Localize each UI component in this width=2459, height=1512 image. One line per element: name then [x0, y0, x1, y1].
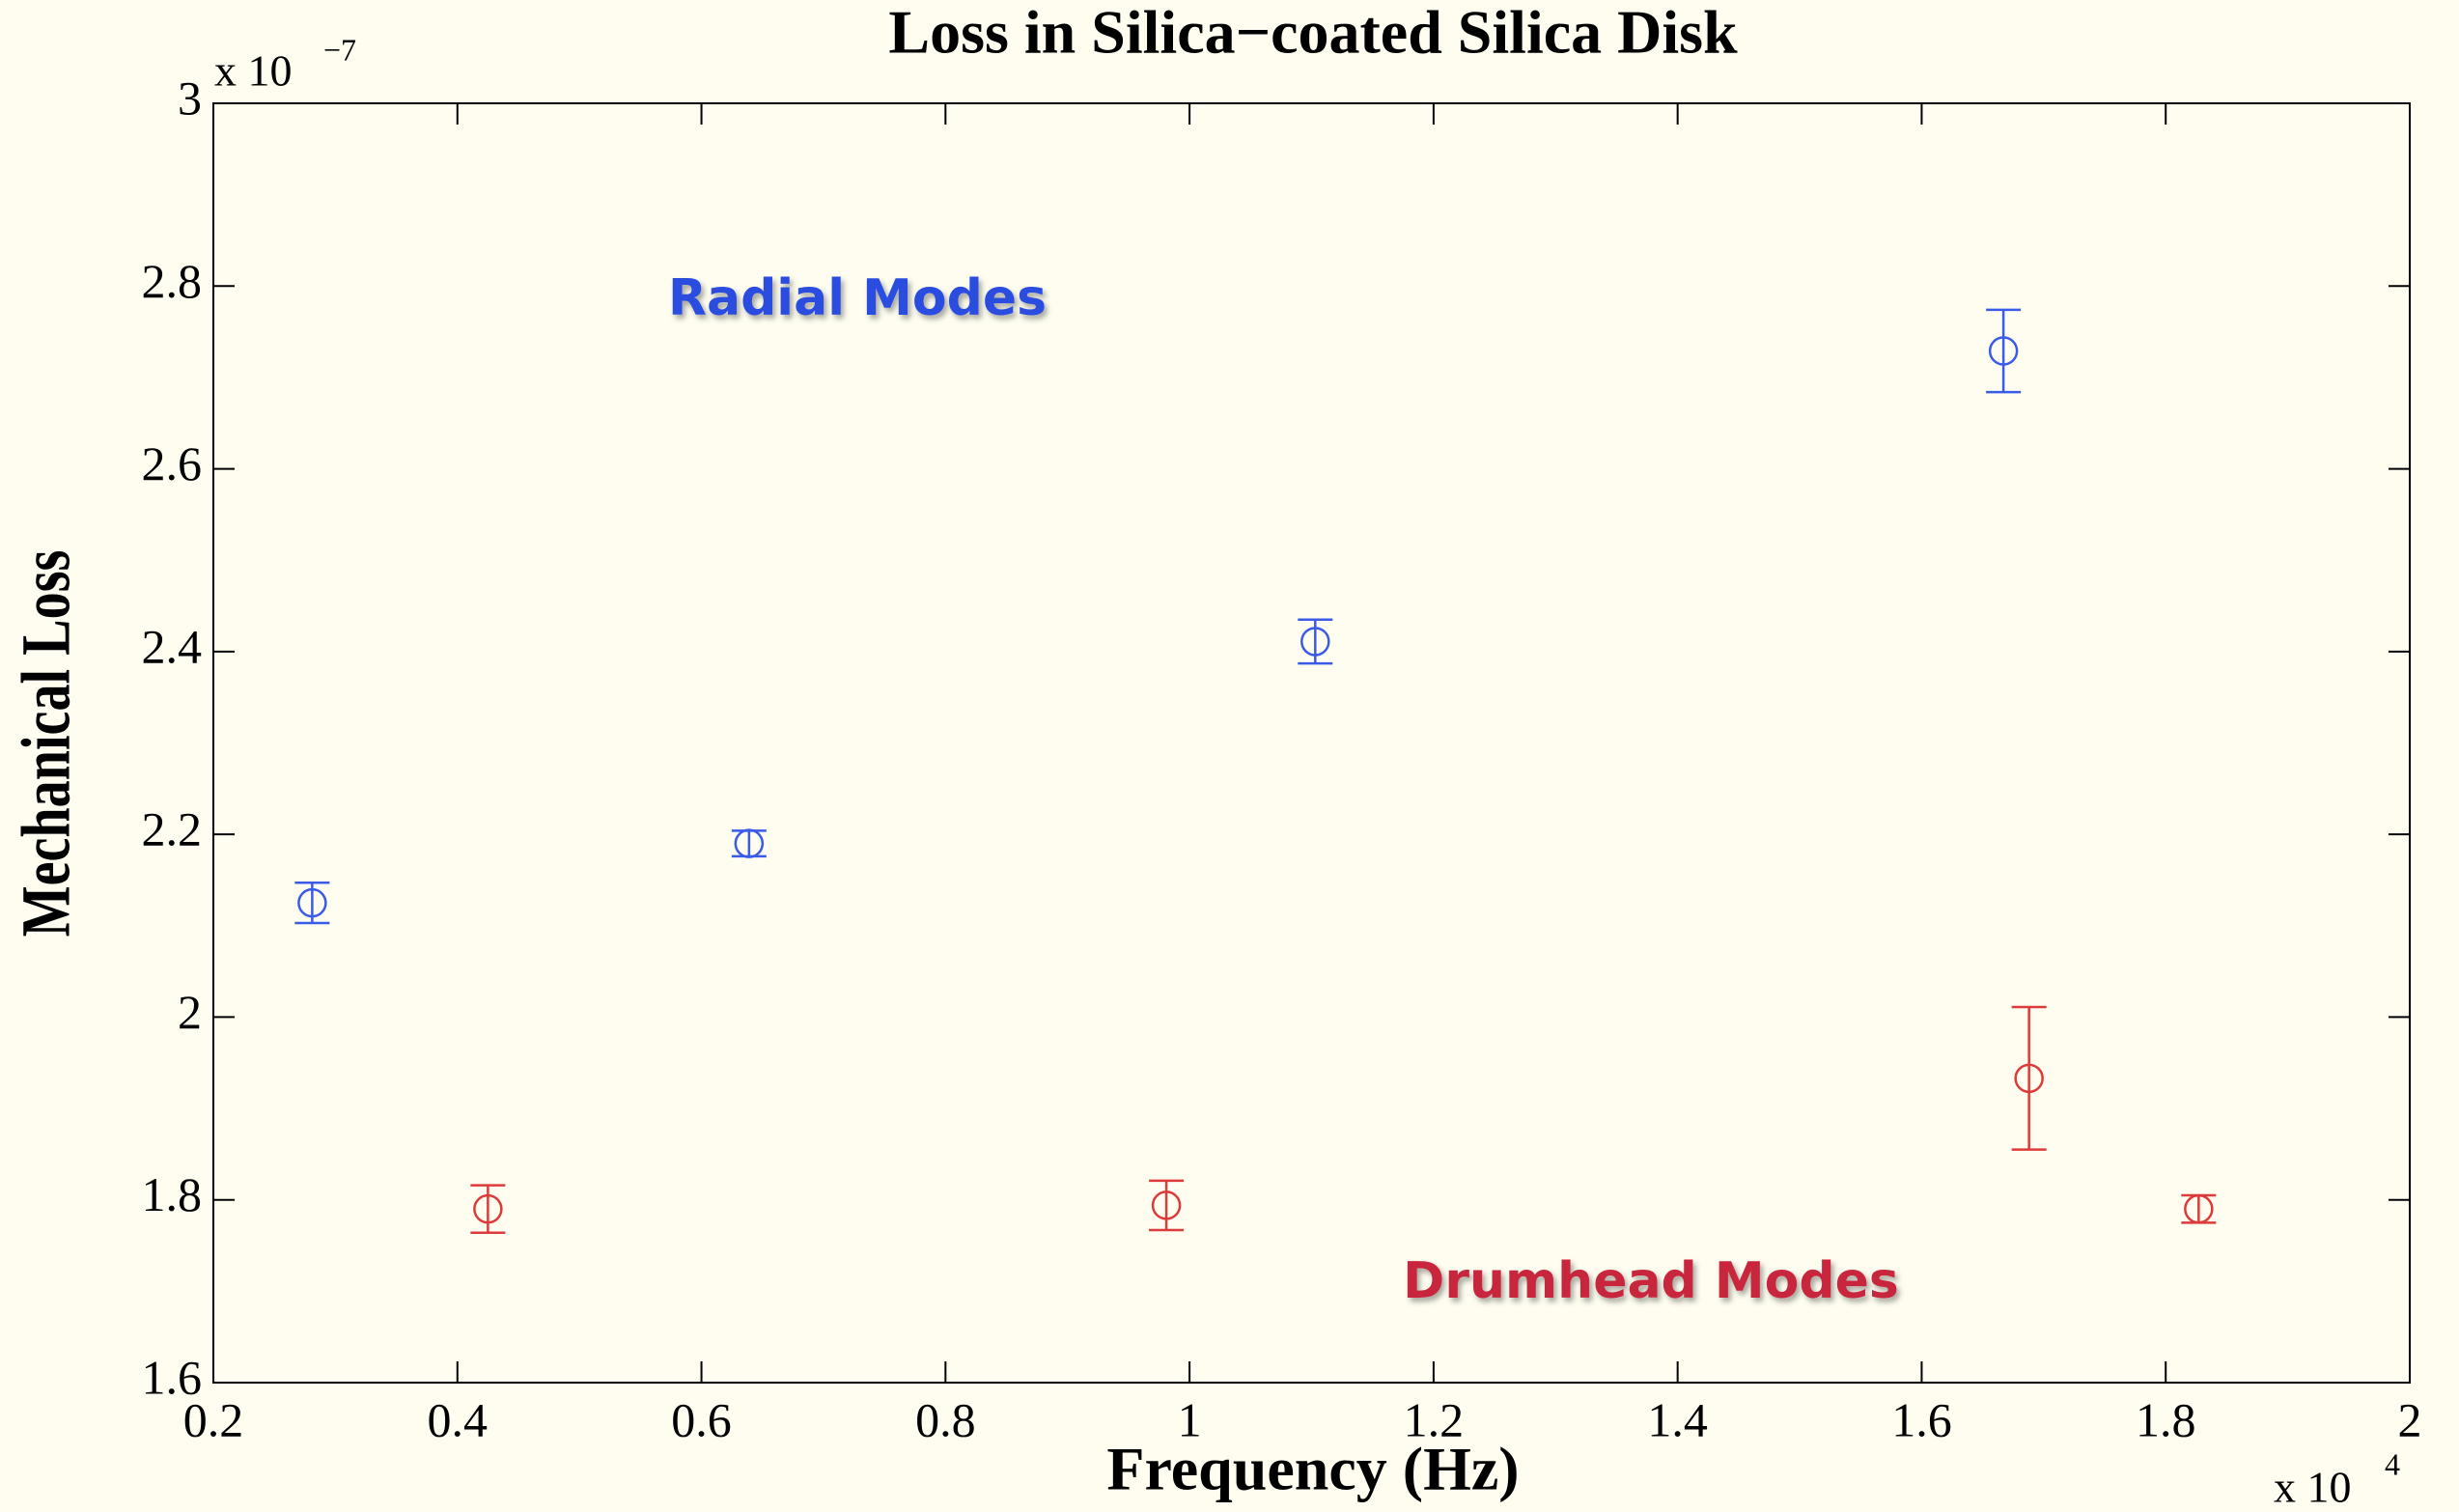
x-tick-label: 0.4 — [428, 1392, 489, 1446]
y-tick-label: 2.4 — [142, 619, 203, 673]
y-tick-label: 2.8 — [142, 254, 203, 308]
marker — [1151, 1190, 1182, 1220]
error-bar — [1149, 1179, 1185, 1232]
plot-frame — [212, 102, 2411, 1384]
y-multiplier: x 10 — [214, 46, 293, 96]
error-bar — [1986, 308, 2022, 394]
x-tick-label: 1.6 — [1891, 1392, 1952, 1446]
x-multiplier: x 10 — [2274, 1463, 2352, 1512]
y-tick-label: 2.6 — [142, 436, 203, 490]
y-tick-label: 2 — [178, 985, 202, 1039]
x-tick-label: 2 — [2398, 1392, 2422, 1446]
y-tick-label: 3 — [178, 70, 202, 125]
x-tick-label: 0.6 — [671, 1392, 732, 1446]
marker — [1300, 627, 1330, 657]
x-tick-label: 0.8 — [915, 1392, 976, 1446]
legend-label: Drumhead Modes — [1403, 1252, 1899, 1310]
marker — [2014, 1063, 2044, 1094]
marker — [297, 887, 327, 918]
marker — [734, 828, 765, 858]
x-axis-label: Frequency (Hz) — [1106, 1435, 1519, 1503]
y-multiplier-exponent: −7 — [323, 32, 356, 67]
y-tick-label: 1.8 — [142, 1167, 203, 1221]
x-tick-label: 1.8 — [2136, 1392, 2196, 1446]
x-tick-label: 1 — [1178, 1392, 1202, 1446]
marker — [473, 1193, 503, 1224]
y-tick-label: 1.6 — [142, 1350, 203, 1404]
x-multiplier-exponent: 4 — [2385, 1446, 2400, 1481]
legend-label: Radial Modes — [668, 269, 1047, 327]
x-tick-label: 0.2 — [183, 1392, 244, 1446]
error-bar — [470, 1184, 506, 1235]
error-bar — [2011, 1005, 2047, 1151]
chart-title: Loss in Silica−coated Silica Disk — [888, 0, 1738, 67]
x-tick-label: 1.2 — [1404, 1392, 1465, 1446]
marker — [1988, 336, 2019, 366]
y-tick-label: 2.2 — [142, 802, 203, 856]
y-axis-label: Mechanical Loss — [7, 550, 84, 938]
marker — [2184, 1193, 2214, 1224]
x-tick-label: 1.4 — [1647, 1392, 1708, 1446]
